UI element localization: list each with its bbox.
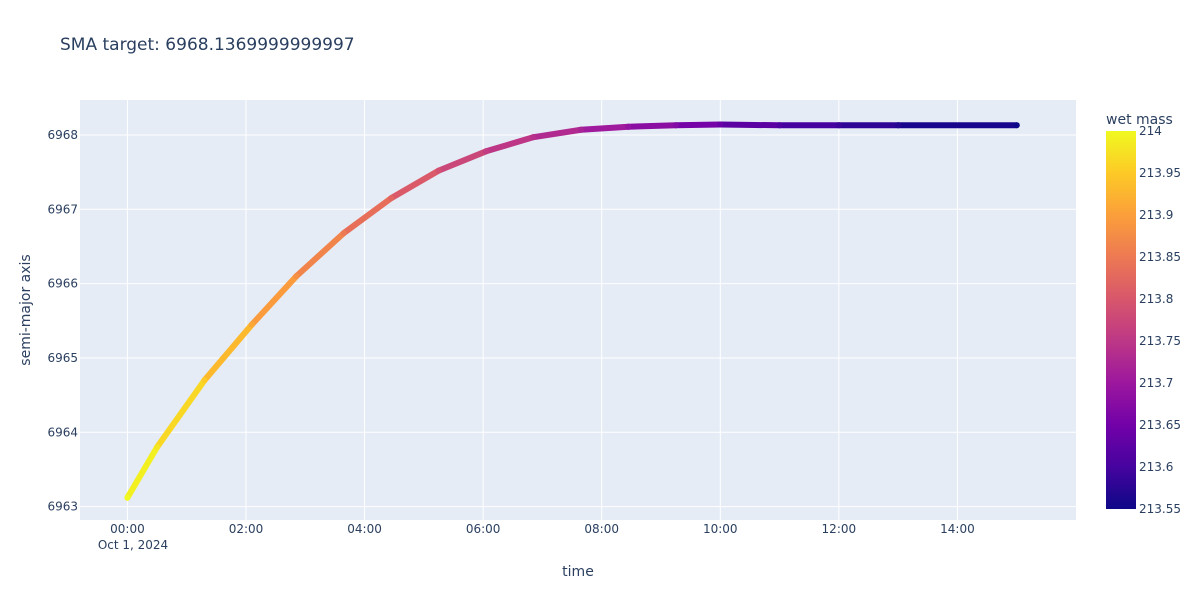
- data-point: [293, 273, 300, 280]
- data-point: [625, 123, 632, 130]
- x-tick-label: 04:00: [347, 522, 382, 536]
- data-point: [577, 126, 584, 133]
- data-point: [895, 122, 902, 129]
- colorbar-tick-label: 213.65: [1139, 418, 1181, 432]
- series-segment: [154, 377, 208, 451]
- x-tick-label: 12:00: [822, 522, 857, 536]
- x-tick-label: 08:00: [584, 522, 619, 536]
- series-segment: [577, 123, 632, 133]
- series-segment: [672, 121, 724, 129]
- data-point: [248, 321, 255, 328]
- grid: [80, 100, 1076, 520]
- plot-area: [80, 100, 1076, 520]
- x-axis-start-date: Oct 1, 2024: [98, 538, 168, 552]
- colorbar-ticks: 214 213.95 213.9 213.85 213.8 213.75 213.7 213.…: [1139, 124, 1181, 516]
- series-segment: [201, 321, 255, 384]
- series-segment: [340, 195, 395, 237]
- series-segment: [248, 273, 300, 328]
- y-tick-label: 6967: [47, 202, 78, 216]
- y-tick-label: 6968: [47, 128, 78, 142]
- x-tick-label: 00:00: [110, 522, 145, 536]
- colorbar-tick-label: 213.75: [1139, 334, 1181, 348]
- data-point: [1013, 122, 1020, 129]
- colorbar: [1106, 131, 1136, 509]
- data-point: [530, 134, 537, 141]
- colorbar-tick-label: 213.9: [1139, 208, 1173, 222]
- data-point: [672, 122, 679, 129]
- colorbar-tick-label: 213.8: [1139, 292, 1173, 306]
- series-segment: [388, 167, 442, 202]
- data-point: [835, 122, 842, 129]
- colorbar-tick-label: 213.85: [1139, 250, 1181, 264]
- series-segment: [124, 444, 161, 501]
- data-series: [124, 121, 1020, 501]
- colorbar-title: wet mass: [1106, 112, 1173, 128]
- x-tick-label: 02:00: [229, 522, 264, 536]
- colorbar-tick-label: 213.55: [1139, 502, 1181, 516]
- series-segment: [435, 148, 490, 174]
- x-tick-label: 14:00: [940, 522, 975, 536]
- colorbar-tick-label: 213.6: [1139, 460, 1173, 474]
- data-point: [124, 494, 131, 501]
- data-point: [201, 377, 208, 384]
- colorbar-tick-label: 214: [1139, 124, 1162, 138]
- colorbar-tick-label: 213.7: [1139, 376, 1173, 390]
- y-axis-ticks: 6963 6964 6965 6966 6967 6968: [47, 128, 78, 514]
- x-axis-title: time: [562, 564, 594, 580]
- data-point: [388, 195, 395, 202]
- y-tick-label: 6966: [47, 277, 78, 291]
- series-segment: [530, 126, 584, 141]
- colorbar-tick-label: 213.95: [1139, 166, 1181, 180]
- y-tick-label: 6964: [47, 425, 78, 439]
- data-point: [340, 230, 347, 237]
- x-axis-ticks: 00:00 02:00 04:00 06:00 08:00 10:00 12:00 14:00: [110, 522, 975, 536]
- y-tick-label: 6965: [47, 351, 78, 365]
- data-point: [435, 167, 442, 174]
- data-point: [483, 148, 490, 155]
- x-tick-label: 06:00: [466, 522, 501, 536]
- series-segment: [293, 230, 347, 280]
- x-tick-label: 10:00: [703, 522, 738, 536]
- series-segment: [625, 122, 679, 130]
- data-point: [154, 444, 161, 451]
- chart-title: SMA target: 6968.1369999999997: [60, 35, 355, 55]
- data-point: [717, 121, 724, 128]
- y-axis-title: semi-major axis: [18, 254, 34, 365]
- y-tick-label: 6963: [47, 500, 78, 514]
- series-segment: [483, 134, 537, 155]
- series-segment: [717, 121, 783, 129]
- data-point: [776, 122, 783, 129]
